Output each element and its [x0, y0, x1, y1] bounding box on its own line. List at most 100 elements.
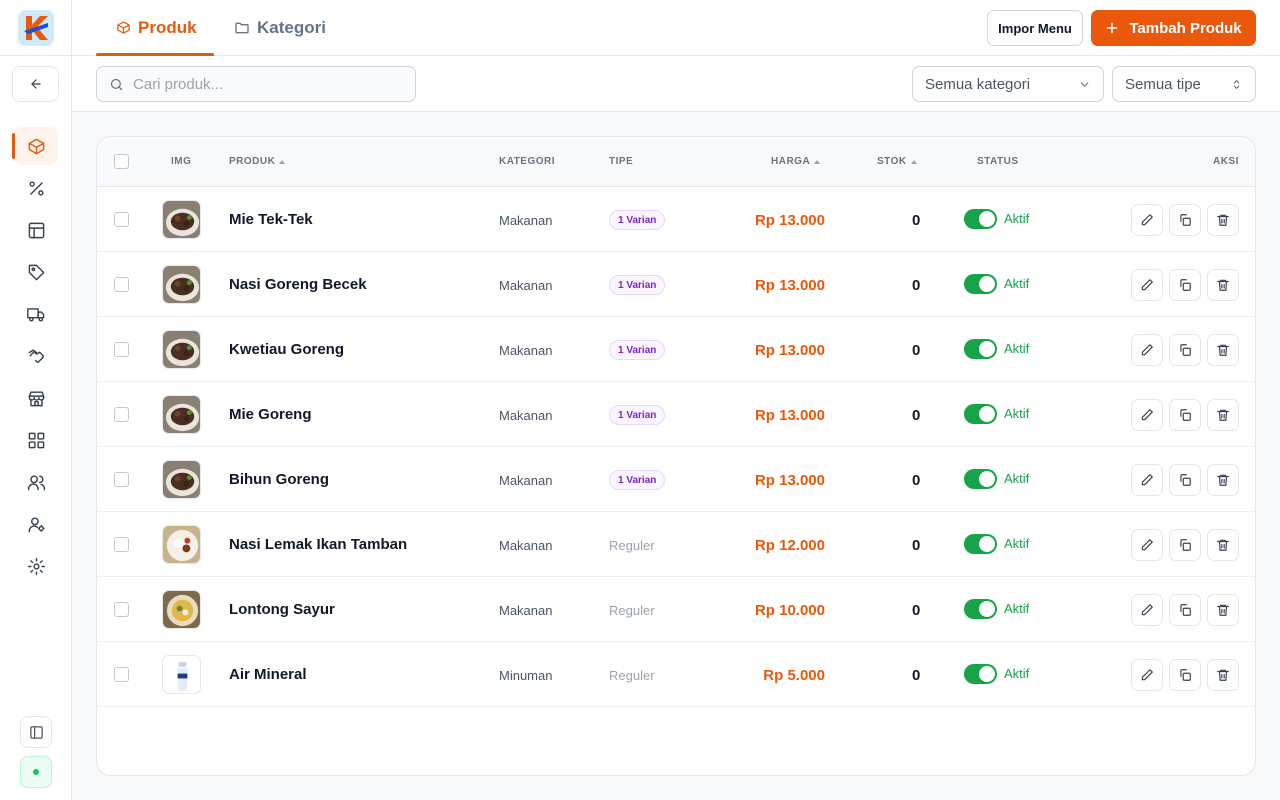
status-toggle[interactable]	[964, 599, 997, 619]
sidebar-item-truck[interactable]	[14, 295, 58, 333]
table-row[interactable]: Kwetiau Goreng Makanan 1 Varian Rp 13.000 0 A…	[97, 317, 1255, 382]
delete-button[interactable]	[1207, 269, 1239, 301]
pencil-icon	[1141, 669, 1153, 681]
sidebar-item-handshake[interactable]	[14, 337, 58, 375]
row-checkbox[interactable]	[114, 212, 129, 227]
edit-button[interactable]	[1131, 659, 1163, 691]
row-checkbox[interactable]	[114, 667, 129, 682]
gear-icon	[27, 557, 45, 575]
duplicate-button[interactable]	[1169, 594, 1201, 626]
top-bar: Produk Kategori Impor Menu Tambah Produk	[72, 0, 1280, 56]
delete-button[interactable]	[1207, 204, 1239, 236]
col-produk[interactable]: PRODUK	[229, 156, 286, 167]
truck-icon	[26, 307, 44, 322]
search-input[interactable]	[133, 75, 403, 93]
sidebar-item-store[interactable]	[14, 379, 58, 417]
status-toggle[interactable]	[964, 664, 997, 684]
sidebar-item-percent[interactable]	[14, 169, 58, 207]
edit-button[interactable]	[1131, 204, 1163, 236]
delete-button[interactable]	[1207, 659, 1239, 691]
duplicate-button[interactable]	[1169, 334, 1201, 366]
delete-button[interactable]	[1207, 594, 1239, 626]
variant-badge: 1 Varian	[609, 470, 666, 490]
sidebar-item-grid[interactable]	[14, 421, 58, 459]
toggle-sidebar-button[interactable]	[20, 716, 52, 748]
duplicate-button[interactable]	[1169, 659, 1201, 691]
sidebar-item-tag[interactable]	[14, 253, 58, 291]
edit-button[interactable]	[1131, 594, 1163, 626]
app-logo[interactable]	[18, 10, 54, 46]
col-harga[interactable]: HARGA	[771, 156, 821, 167]
variant-badge: 1 Varian	[609, 405, 666, 425]
delete-button[interactable]	[1207, 529, 1239, 561]
edit-button[interactable]	[1131, 464, 1163, 496]
edit-button[interactable]	[1131, 269, 1163, 301]
duplicate-button[interactable]	[1169, 269, 1201, 301]
tab-kategori-label: Kategori	[257, 17, 326, 37]
type-select[interactable]: Semua tipe	[1112, 66, 1256, 102]
duplicate-button[interactable]	[1169, 399, 1201, 431]
edit-button[interactable]	[1131, 334, 1163, 366]
product-category: Makanan	[499, 603, 553, 618]
sort-asc-icon	[279, 159, 286, 164]
sidebar-item-users[interactable]	[14, 463, 58, 501]
box-icon	[28, 138, 44, 154]
sidebar-item-user-settings[interactable]	[14, 505, 58, 543]
sidebar-item-box[interactable]	[12, 127, 58, 165]
duplicate-button[interactable]	[1169, 529, 1201, 561]
delete-button[interactable]	[1207, 334, 1239, 366]
product-category: Makanan	[499, 408, 553, 423]
import-menu-button[interactable]: Impor Menu	[987, 10, 1083, 46]
status-toggle[interactable]	[964, 469, 997, 489]
col-kategori: KATEGORI	[499, 156, 556, 167]
duplicate-button[interactable]	[1169, 204, 1201, 236]
table-row[interactable]: Bihun Goreng Makanan 1 Varian Rp 13.000 0 Akt…	[97, 447, 1255, 512]
status-label: Aktif	[1004, 341, 1030, 356]
status-toggle[interactable]	[964, 209, 997, 229]
status-toggle[interactable]	[964, 274, 997, 294]
product-name: Mie Tek-Tek	[229, 211, 313, 228]
delete-button[interactable]	[1207, 399, 1239, 431]
sidebar-item-layout[interactable]	[14, 211, 58, 249]
col-stok[interactable]: STOK	[877, 156, 917, 167]
status-toggle[interactable]	[964, 339, 997, 359]
table-row[interactable]: Nasi Lemak Ikan Tamban Makanan Reguler Rp 1…	[97, 512, 1255, 577]
edit-button[interactable]	[1131, 529, 1163, 561]
delete-button[interactable]	[1207, 464, 1239, 496]
duplicate-button[interactable]	[1169, 464, 1201, 496]
variant-badge: 1 Varian	[609, 210, 666, 230]
row-checkbox[interactable]	[114, 472, 129, 487]
tag-icon	[28, 264, 44, 280]
col-status: STATUS	[977, 156, 1019, 167]
back-button[interactable]	[12, 66, 59, 102]
copy-icon	[1180, 214, 1191, 226]
table-row[interactable]: Mie Tek-Tek Makanan 1 Varian Rp 13.000 0 Akti…	[97, 187, 1255, 252]
product-stock: 0	[912, 277, 921, 294]
add-product-button[interactable]: Tambah Produk	[1091, 10, 1256, 46]
pencil-icon	[1141, 214, 1153, 226]
import-menu-label: Impor Menu	[998, 20, 1072, 36]
table-row[interactable]: Nasi Goreng Becek Makanan 1 Varian Rp 13.00…	[97, 252, 1255, 317]
sort-asc-icon	[814, 159, 821, 164]
trash-icon	[1217, 669, 1229, 681]
percent-icon	[28, 180, 44, 196]
tab-kategori[interactable]: Kategori	[234, 0, 326, 55]
select-all-checkbox[interactable]	[114, 154, 129, 169]
product-price: Rp 13.000	[754, 407, 825, 424]
sidebar-item-gear[interactable]	[14, 547, 58, 585]
row-checkbox[interactable]	[114, 407, 129, 422]
status-toggle[interactable]	[964, 404, 997, 424]
row-checkbox[interactable]	[114, 537, 129, 552]
table-row[interactable]: Lontong Sayur Makanan Reguler Rp 10.000 0 Akt…	[97, 577, 1255, 642]
row-checkbox[interactable]	[114, 342, 129, 357]
row-checkbox[interactable]	[114, 277, 129, 292]
row-checkbox[interactable]	[114, 602, 129, 617]
table-row[interactable]: Mie Goreng Makanan 1 Varian Rp 13.000 0 Aktif	[97, 382, 1255, 447]
product-name: Nasi Lemak Ikan Tamban	[229, 536, 408, 553]
table-row[interactable]: Air Mineral Minuman Reguler Rp 5.000 0 Aktif	[97, 642, 1255, 707]
tab-produk[interactable]: Produk	[96, 0, 214, 56]
connection-status-button[interactable]	[20, 756, 52, 788]
status-toggle[interactable]	[964, 534, 997, 554]
edit-button[interactable]	[1131, 399, 1163, 431]
category-select[interactable]: Semua kategori	[912, 66, 1104, 102]
